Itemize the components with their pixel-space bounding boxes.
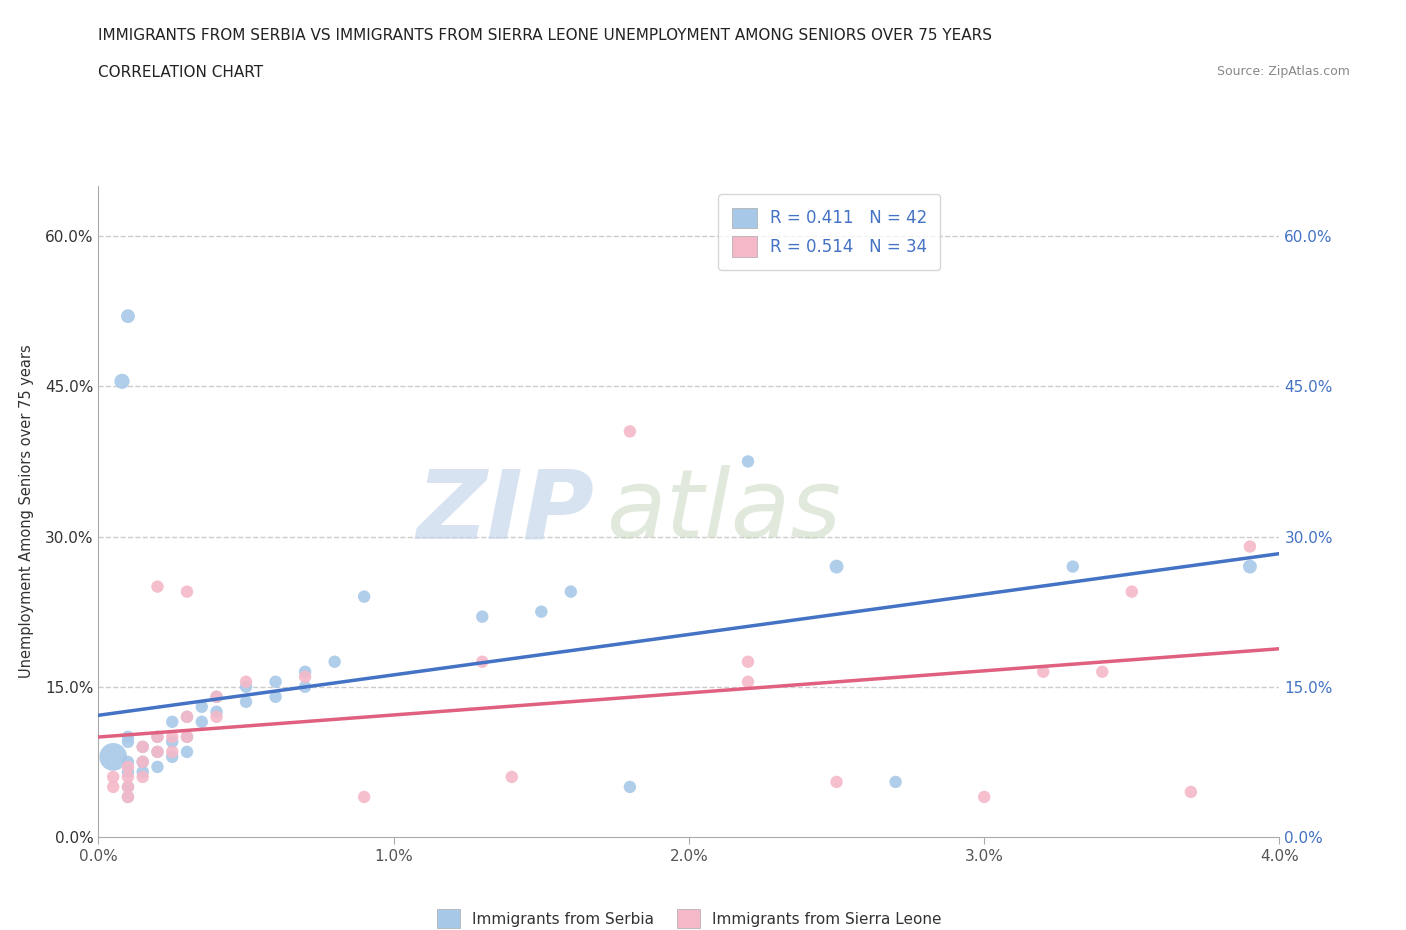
Text: ZIP: ZIP xyxy=(416,465,595,558)
Y-axis label: Unemployment Among Seniors over 75 years: Unemployment Among Seniors over 75 years xyxy=(18,345,34,678)
Point xyxy=(191,714,214,729)
Point xyxy=(146,744,169,759)
Point xyxy=(235,695,257,710)
Point xyxy=(103,769,125,784)
Point xyxy=(1062,559,1084,574)
Point xyxy=(162,744,183,759)
Point xyxy=(825,775,848,790)
Point xyxy=(205,689,228,704)
Point xyxy=(737,655,759,670)
Text: IMMIGRANTS FROM SERBIA VS IMMIGRANTS FROM SIERRA LEONE UNEMPLOYMENT AMONG SENIOR: IMMIGRANTS FROM SERBIA VS IMMIGRANTS FRO… xyxy=(98,28,993,43)
Point xyxy=(146,760,169,775)
Point xyxy=(294,670,316,684)
Point xyxy=(353,790,375,804)
Point xyxy=(323,655,346,670)
Point xyxy=(146,729,169,744)
Point xyxy=(1239,559,1261,574)
Legend: Immigrants from Serbia, Immigrants from Sierra Leone: Immigrants from Serbia, Immigrants from … xyxy=(430,903,948,930)
Point xyxy=(103,750,125,764)
Point xyxy=(176,710,198,724)
Point xyxy=(132,739,155,754)
Point xyxy=(117,779,139,794)
Point xyxy=(205,704,228,719)
Point xyxy=(117,779,139,794)
Point xyxy=(117,729,139,744)
Point xyxy=(176,729,198,744)
Point xyxy=(117,769,139,784)
Point xyxy=(1091,664,1114,679)
Point xyxy=(117,790,139,804)
Point xyxy=(973,790,995,804)
Point xyxy=(619,779,641,794)
Point xyxy=(191,699,214,714)
Point xyxy=(117,754,139,769)
Text: Source: ZipAtlas.com: Source: ZipAtlas.com xyxy=(1216,65,1350,78)
Point xyxy=(162,729,183,744)
Point xyxy=(619,424,641,439)
Point xyxy=(884,775,907,790)
Point xyxy=(235,674,257,689)
Point xyxy=(162,735,183,750)
Point xyxy=(235,679,257,694)
Point xyxy=(264,689,287,704)
Point xyxy=(530,604,553,619)
Point xyxy=(294,679,316,694)
Point xyxy=(132,754,155,769)
Point xyxy=(103,779,125,794)
Point xyxy=(162,750,183,764)
Point xyxy=(117,309,139,324)
Point xyxy=(1239,539,1261,554)
Point xyxy=(176,744,198,759)
Point xyxy=(353,590,375,604)
Text: CORRELATION CHART: CORRELATION CHART xyxy=(98,65,263,80)
Point xyxy=(501,769,523,784)
Point xyxy=(176,584,198,599)
Point xyxy=(132,769,155,784)
Point xyxy=(294,664,316,679)
Point xyxy=(176,710,198,724)
Point xyxy=(560,584,582,599)
Point xyxy=(146,744,169,759)
Point xyxy=(132,739,155,754)
Point xyxy=(1032,664,1054,679)
Point xyxy=(146,729,169,744)
Point xyxy=(117,735,139,750)
Point xyxy=(737,454,759,469)
Point xyxy=(205,689,228,704)
Point xyxy=(162,714,183,729)
Point xyxy=(825,559,848,574)
Point xyxy=(264,674,287,689)
Point xyxy=(471,609,494,624)
Point xyxy=(737,674,759,689)
Point xyxy=(205,710,228,724)
Point xyxy=(117,760,139,775)
Point xyxy=(1121,584,1143,599)
Text: atlas: atlas xyxy=(606,465,841,558)
Point xyxy=(117,790,139,804)
Point xyxy=(132,764,155,779)
Point xyxy=(176,729,198,744)
Point xyxy=(1180,785,1202,800)
Point xyxy=(132,754,155,769)
Point xyxy=(117,764,139,779)
Point xyxy=(146,579,169,594)
Point xyxy=(111,374,134,389)
Point xyxy=(471,655,494,670)
